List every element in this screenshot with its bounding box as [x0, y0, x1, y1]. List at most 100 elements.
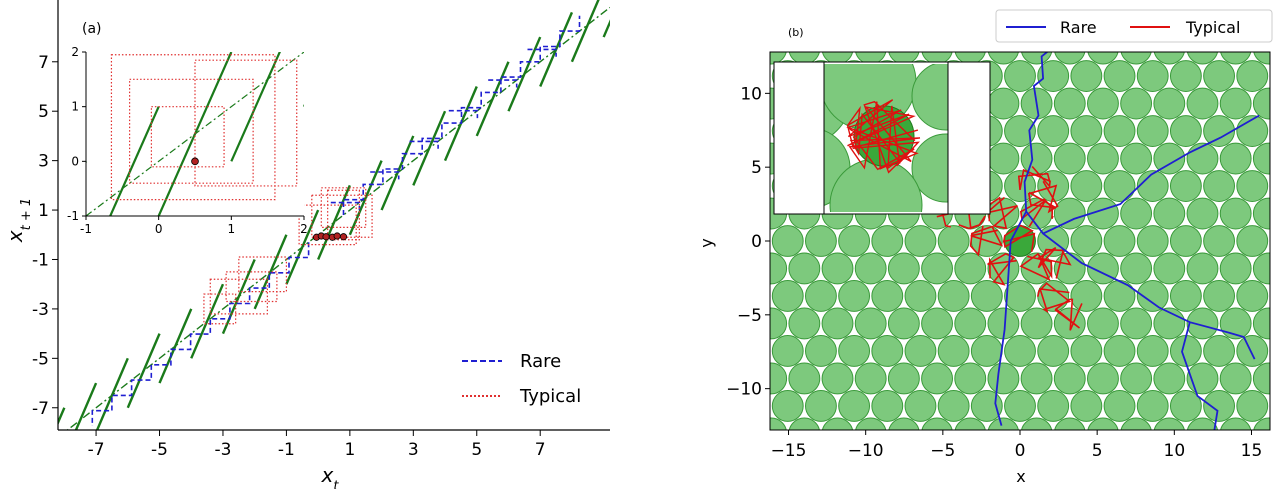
scatterer	[1136, 170, 1169, 202]
panel-a-inset-plot	[86, 52, 304, 216]
inset-map-branch	[157, 52, 233, 216]
scatterer	[706, 61, 737, 92]
scatterer	[1153, 197, 1186, 230]
scatterer	[673, 336, 704, 367]
map-branch	[95, 357, 129, 430]
scatterer	[1203, 280, 1236, 312]
inset-x-tick-label: 1	[228, 222, 236, 236]
map-branch	[475, 61, 510, 137]
scatterer	[723, 473, 754, 489]
scatterer	[1054, 52, 1086, 65]
inset-start-marker	[191, 157, 199, 166]
scatterer	[1269, 72, 1270, 80]
scatterer	[987, 52, 1019, 65]
map-branch	[190, 283, 225, 359]
typical-trajectory-box	[203, 293, 237, 325]
scatterer	[1153, 252, 1186, 285]
scatterer	[937, 390, 970, 422]
scatterer	[1004, 115, 1036, 147]
scatterer	[770, 127, 771, 135]
scatterer	[1087, 197, 1119, 230]
scatterer	[1253, 473, 1276, 489]
panel-b-legend: Rare Typical	[995, 9, 1273, 43]
map-branch	[158, 308, 193, 384]
scatterer	[1120, 197, 1153, 230]
map-branch	[285, 209, 320, 285]
panel-a-x-label: xt	[321, 463, 340, 489]
scatterer	[1087, 52, 1119, 65]
scatterer	[1103, 390, 1136, 422]
scatterer	[1252, 307, 1270, 340]
scatterer	[1054, 473, 1085, 489]
panel-a-inset-ticks: -1 0 1 2 -1 0 1 2	[67, 45, 308, 236]
panel-a-inset: -1 0 1 2 -1 0 1 2	[67, 45, 308, 236]
scatterer	[922, 0, 953, 9]
b-y-tick-label: 5	[751, 158, 762, 178]
scatterer	[871, 335, 904, 367]
scatterer	[1037, 390, 1070, 422]
scatterer	[888, 52, 920, 65]
scatterer	[1186, 417, 1219, 430]
x-tick-label: 1	[344, 440, 355, 460]
scatterer	[788, 307, 821, 340]
scatterer	[723, 0, 754, 9]
scatterer	[1219, 87, 1252, 120]
scatterer	[855, 417, 887, 430]
scatterer	[771, 280, 804, 312]
panel-a-x-ticks: -7 -5 -3 -1 1 3 5 7	[88, 430, 546, 460]
inset-y-tick-label: 1	[71, 100, 79, 114]
scatterer	[987, 362, 1020, 395]
scatterer	[1187, 0, 1218, 9]
legend-b-typical-label: Typical	[1185, 18, 1240, 37]
scatterer	[905, 6, 936, 37]
scatterer	[987, 87, 1020, 120]
scatterer	[1053, 197, 1086, 230]
scatterer	[888, 473, 919, 489]
b-x-tick-label: −10	[848, 441, 884, 461]
typical-trajectory-segment	[1027, 180, 1059, 214]
scatterer	[1070, 225, 1103, 257]
y-tick-label: 3	[38, 152, 49, 172]
scatterer	[1203, 60, 1236, 92]
scatterer	[854, 252, 887, 285]
b-x-tick-label: 10	[1164, 441, 1186, 461]
b-x-tick-label: 5	[1092, 441, 1103, 461]
scatterer	[1236, 390, 1269, 422]
scatterer	[788, 362, 821, 395]
scatterer	[838, 335, 871, 367]
scatterer	[1121, 0, 1152, 9]
x-tick-label: -3	[214, 440, 231, 460]
scatterer	[770, 417, 787, 430]
scatterer	[871, 280, 904, 312]
scatterer	[1088, 473, 1119, 489]
scatterer	[689, 418, 720, 449]
scatterer	[1021, 0, 1052, 9]
scatterer	[954, 52, 986, 65]
scatterer	[1120, 142, 1153, 175]
scatterer	[770, 362, 788, 395]
scatterer	[739, 6, 770, 37]
panel-b-typical-trajectory	[936, 165, 1083, 331]
x-tick-label: -5	[151, 440, 168, 460]
scatterer	[954, 362, 987, 395]
b-x-tick-label: −5	[930, 441, 955, 461]
scatterer	[673, 6, 704, 37]
scatterer	[987, 142, 1020, 175]
scatterer	[1186, 87, 1219, 120]
map-branch	[221, 259, 256, 335]
scatterer	[804, 390, 837, 422]
scatterer	[1070, 335, 1103, 367]
scatterer	[904, 225, 937, 257]
scatterer	[1269, 402, 1270, 410]
x-tick-label: 3	[408, 440, 419, 460]
scatterer	[1136, 60, 1169, 92]
scatterer	[771, 225, 804, 257]
typical-trajectory-segment	[969, 225, 1004, 257]
scatterer	[1253, 417, 1270, 430]
scatterer	[673, 61, 704, 92]
scatterer	[1252, 362, 1270, 395]
scatterer	[723, 143, 754, 174]
scatterer	[1121, 473, 1152, 489]
scatterer	[855, 473, 886, 489]
typical-trajectory-segment	[1019, 252, 1053, 282]
